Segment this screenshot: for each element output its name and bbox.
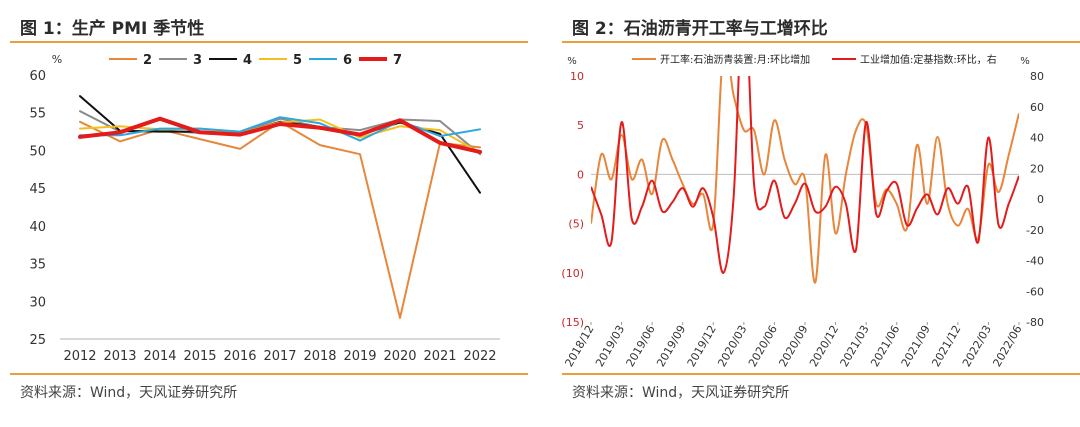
- chart-panel-pmi: 图 1：生产 PMI 季节性 % 25 30 35 40 45 50 55 60 2012 2013…: [0, 0, 528, 427]
- x-tick-label: 2021/06: [868, 323, 902, 369]
- left-axis-unit: %: [567, 56, 577, 67]
- right-tick-label: 20: [1030, 162, 1044, 175]
- y-tick-label: 30: [29, 295, 46, 310]
- right-tick-label: 60: [1030, 101, 1044, 114]
- right-tick-label: -60: [1026, 285, 1044, 298]
- x-tick-label: 2014: [143, 349, 176, 364]
- x-tick-label: 2019: [343, 349, 376, 364]
- left-tick-label: 5: [577, 119, 584, 132]
- x-tick-label: 2019/09: [654, 323, 688, 369]
- x-tick-label: 2017: [263, 349, 296, 364]
- x-tick-label: 2018/12: [562, 323, 596, 369]
- legend-label: 4: [243, 53, 252, 68]
- right-tick-label: 40: [1030, 132, 1044, 145]
- right-tick-label: -40: [1026, 255, 1044, 268]
- x-tick-label: 2019/06: [624, 323, 658, 369]
- x-tick-label: 2022/03: [960, 323, 994, 369]
- left-tick-label: (15): [561, 316, 584, 329]
- x-tick-label: 2020/09: [776, 323, 810, 369]
- x-tick-label: 2020/12: [807, 323, 841, 369]
- y-tick-label: 35: [29, 258, 46, 273]
- x-tick-label: 2022: [463, 349, 496, 364]
- y-axis-unit: %: [52, 53, 62, 66]
- left-tick-label: (10): [561, 267, 584, 280]
- x-tick-label: 2022/06: [990, 323, 1024, 369]
- legend-label: 7: [393, 53, 402, 68]
- source-note: 资料来源：Wind，天风证券研究所: [572, 385, 790, 401]
- y-tick-label: 40: [29, 220, 46, 235]
- x-tick-label: 2018: [303, 349, 336, 364]
- x-tick-label: 2019/03: [593, 323, 627, 369]
- title-rule: [10, 41, 528, 43]
- x-tick-label: 2019/12: [685, 323, 719, 369]
- right-tick-label: 0: [1037, 193, 1044, 206]
- x-tick-label: 2016: [223, 349, 256, 364]
- right-axis-unit: %: [1020, 56, 1030, 67]
- legend-label: 2: [143, 53, 152, 68]
- right-tick-label: -80: [1026, 316, 1044, 329]
- series-line-4: [79, 95, 481, 194]
- chart-title: 图 1：生产 PMI 季节性: [20, 19, 205, 39]
- source-note: 资料来源：Wind，天风证券研究所: [20, 385, 238, 401]
- x-tick-label: 2020/03: [715, 323, 749, 369]
- y-tick-label: 55: [29, 107, 46, 122]
- asphalt-vs-industry-chart: % %1050(5)(10)(15)806040200-20-40-60-8020…: [561, 53, 1044, 369]
- legend-label: 开工率:石油沥青装置:月:环比增加: [660, 53, 810, 66]
- chart-title: 图 2：石油沥青开工率与工增环比: [572, 19, 828, 39]
- right-tick-label: 80: [1030, 70, 1044, 83]
- x-tick-label: 2015: [183, 349, 216, 364]
- x-tick-label: 2021/03: [838, 323, 872, 369]
- x-tick-label: 2021: [423, 349, 456, 364]
- y-tick-label: 25: [29, 333, 46, 348]
- series-line-2: [79, 120, 481, 319]
- title-rule: [562, 41, 1080, 43]
- x-tick-label: 2012: [63, 349, 96, 364]
- series-line-industrial-value-added: [591, 76, 1019, 274]
- x-tick-label: 2020/06: [746, 323, 780, 369]
- left-tick-label: 0: [577, 168, 584, 181]
- legend-label: 3: [193, 53, 202, 68]
- left-tick-label: 10: [570, 70, 584, 83]
- x-tick-label: 2013: [103, 349, 136, 364]
- chart-panel-asphalt: 图 2：石油沥青开工率与工增环比 %% 10 5 0 (5) (10) (15) 80 60 40…: [552, 0, 1080, 427]
- left-tick-label: (5): [568, 218, 584, 231]
- x-tick-label: 2021/12: [929, 323, 963, 369]
- series-line-operating-rate: [591, 76, 1019, 284]
- legend-label: 工业增加值:定基指数:环比，右: [860, 53, 997, 66]
- x-tick-label: 2021/09: [899, 323, 933, 369]
- right-tick-label: -20: [1026, 224, 1044, 237]
- y-tick-label: 50: [29, 144, 46, 159]
- y-tick-label: 45: [29, 182, 46, 197]
- source-rule: [10, 373, 528, 375]
- x-tick-label: 2020: [383, 349, 416, 364]
- series-line-7: [78, 116, 482, 154]
- legend-label: 5: [293, 53, 302, 68]
- legend-label: 6: [343, 53, 352, 68]
- source-rule: [562, 373, 1080, 375]
- y-tick-label: 60: [29, 69, 46, 84]
